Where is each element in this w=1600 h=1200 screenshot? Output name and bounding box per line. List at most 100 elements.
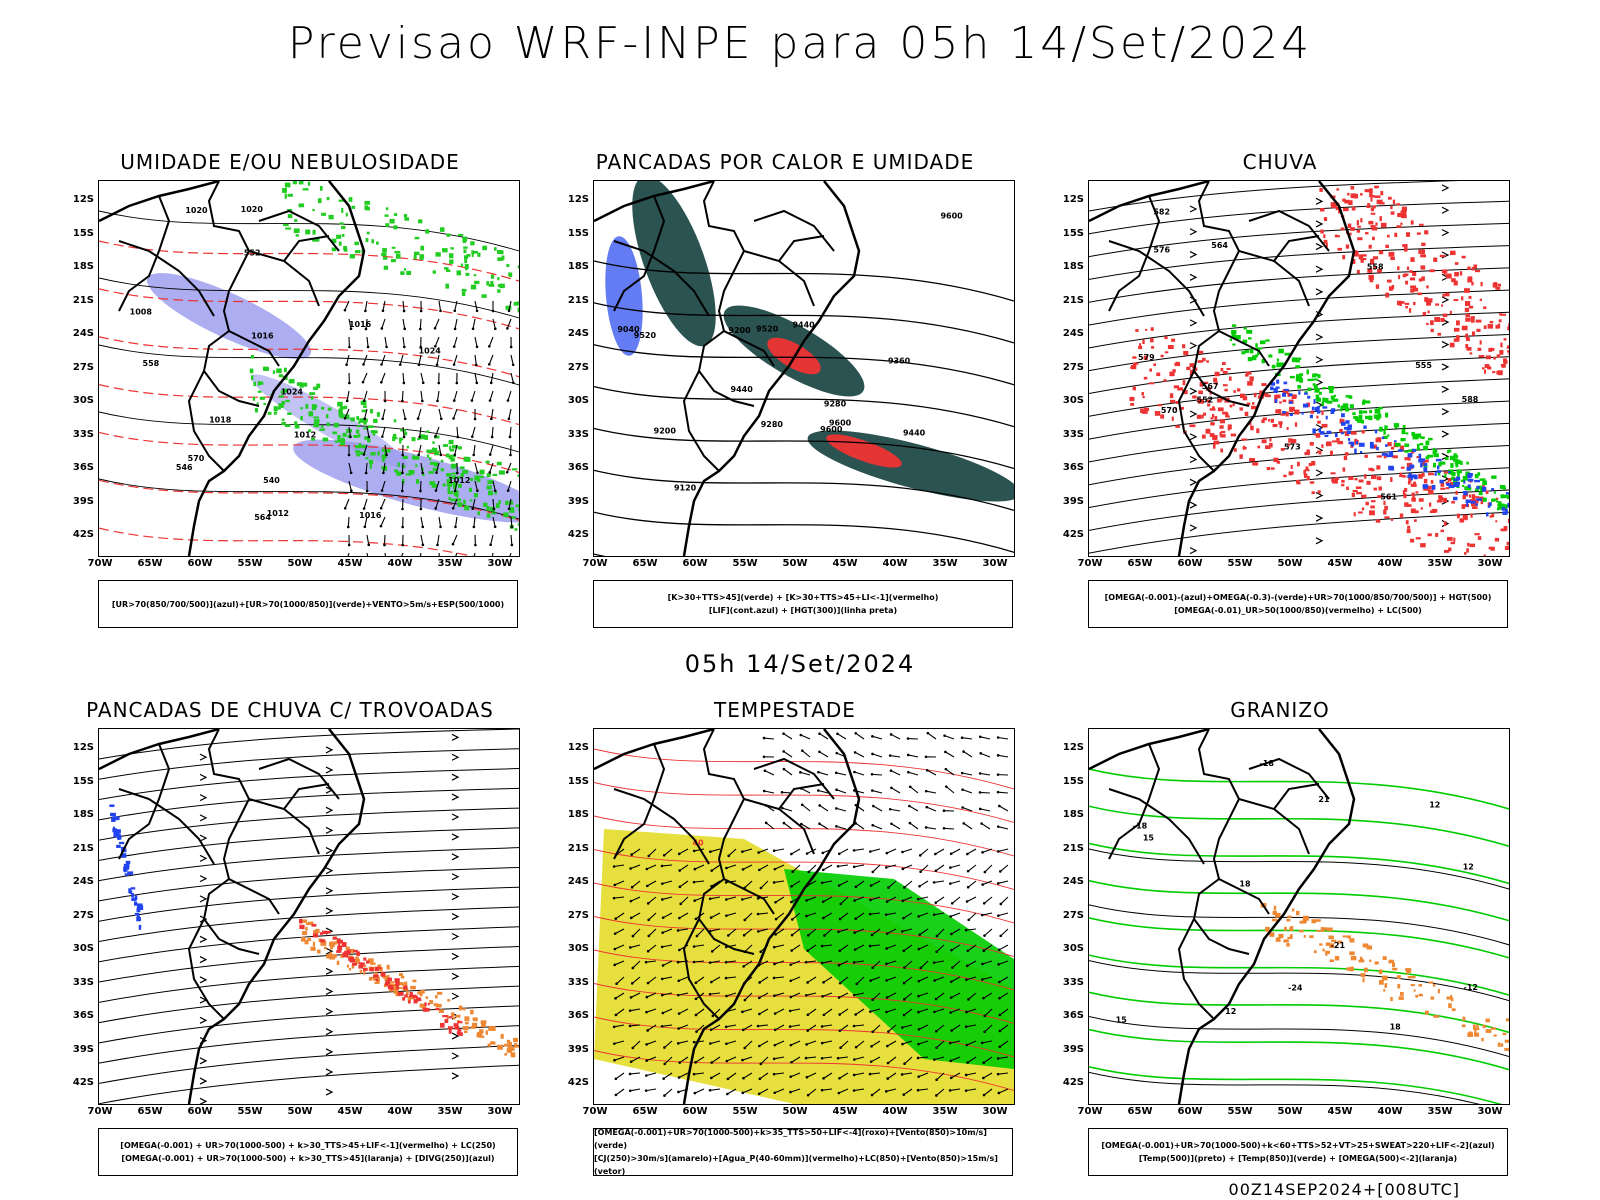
- svg-text:21: 21: [1318, 795, 1330, 804]
- lon-label: 40W: [387, 1106, 413, 1117]
- lat-label: 12S: [72, 194, 94, 205]
- lon-label: 30W: [1477, 558, 1503, 569]
- lon-label: 55W: [237, 1106, 263, 1117]
- map-area: 1008 1012 1012 1016 1016 1020 1020 1024 1016 1012…: [98, 180, 520, 557]
- svg-text:588: 588: [1462, 395, 1479, 404]
- lon-label: 40W: [387, 558, 413, 569]
- lat-label: 30S: [1062, 943, 1084, 954]
- lat-label: 12S: [1062, 194, 1084, 205]
- lon-label: 40W: [882, 558, 908, 569]
- lat-label: 33S: [567, 428, 589, 440]
- lat-label: 21S: [1062, 294, 1084, 306]
- lon-label: 35W: [932, 1106, 958, 1117]
- panel-legend: [OMEGA(-0.001) + UR>70(1000-500) + k>30_…: [98, 1128, 518, 1176]
- lon-label: 55W: [1227, 558, 1253, 569]
- legend-line: [OMEGA(-0.001) + UR>70(1000-500) + k>30_…: [120, 1141, 496, 1150]
- lon-axis: 70W 65W 60W 55W 50W 45W 40W 35W 30W: [1078, 558, 1508, 572]
- lat-label: 33S: [567, 976, 589, 988]
- lat-label: 21S: [567, 842, 589, 854]
- rain-green-area: [1229, 324, 1509, 511]
- map-borders: [99, 181, 366, 556]
- humidity-low-area: [249, 355, 519, 531]
- lon-label: 45W: [337, 1106, 363, 1117]
- lon-label: 30W: [982, 558, 1008, 569]
- svg-text:-18: -18: [1133, 822, 1148, 831]
- lat-label: 27S: [1062, 361, 1084, 373]
- rain-blue-area: [1270, 379, 1509, 517]
- svg-text:-21: -21: [1331, 941, 1346, 950]
- svg-text:579: 579: [1138, 353, 1155, 362]
- svg-text:546: 546: [176, 463, 193, 472]
- svg-text:9440: 9440: [731, 385, 754, 394]
- lon-label: 65W: [632, 1106, 658, 1117]
- panel-legend: [K>30+TTS>45](verde) + [K>30+TTS>45+LI<-…: [593, 580, 1013, 628]
- lon-label: 45W: [832, 558, 858, 569]
- lon-label: 70W: [582, 1106, 608, 1117]
- lat-label: 24S: [1062, 328, 1084, 339]
- svg-text:1024: 1024: [281, 387, 304, 396]
- lat-label: 15S: [567, 775, 589, 787]
- lon-label: 50W: [287, 1106, 313, 1117]
- lat-label: 18S: [72, 261, 94, 272]
- svg-text:555: 555: [1415, 361, 1432, 370]
- svg-text:9200: 9200: [654, 427, 677, 436]
- lat-label: 30S: [72, 943, 94, 954]
- lat-label: 21S: [72, 294, 94, 306]
- lon-label: 65W: [137, 1106, 163, 1117]
- lat-label: 36S: [1062, 462, 1084, 473]
- forecast-footer: 00Z14SEP2024+[008UTC]: [1228, 1180, 1460, 1199]
- lat-label: 15S: [1062, 775, 1084, 787]
- map-borders: [99, 729, 366, 1104]
- svg-text:1016: 1016: [349, 320, 372, 329]
- lat-label: 21S: [1062, 842, 1084, 854]
- contour-labels: 40: [692, 839, 704, 848]
- svg-text:582: 582: [1153, 208, 1170, 217]
- lat-label: 42S: [567, 1077, 589, 1088]
- panel-title: PANCADAS POR CALOR E UMIDADE: [595, 150, 975, 174]
- svg-text:564: 564: [254, 513, 271, 522]
- panel-pancadas-calor: PANCADAS POR CALOR E UMIDADE 12S 15S 18S 21…: [545, 150, 1025, 628]
- contour-labels: 1008 1012 1012 1016 1016 1020 1020 1024 1016 1012…: [130, 205, 471, 522]
- lat-label: 18S: [1062, 261, 1084, 272]
- svg-text:567: 567: [1202, 382, 1219, 391]
- svg-text:9440: 9440: [792, 321, 815, 330]
- svg-text:9600: 9600: [820, 425, 843, 434]
- svg-text:9280: 9280: [761, 420, 784, 429]
- panel-title: PANCADAS DE CHUVA C/ TROVOADAS: [86, 698, 494, 722]
- lat-label: 15S: [1062, 227, 1084, 239]
- lon-label: 45W: [1327, 558, 1353, 569]
- lon-label: 65W: [632, 558, 658, 569]
- lat-label: 24S: [72, 328, 94, 339]
- lon-axis: 70W 65W 60W 55W 50W 45W 40W 35W 30W: [88, 1106, 518, 1120]
- thunder-red-area: [299, 918, 463, 1036]
- lon-label: 65W: [137, 558, 163, 569]
- lon-label: 50W: [1277, 558, 1303, 569]
- map-area: 9600 9520 9600 9600 9440 9520 9360 9280 9200 9440…: [593, 180, 1015, 557]
- lat-label: 18S: [72, 809, 94, 820]
- svg-text:15: 15: [1143, 833, 1155, 842]
- lon-axis: 70W 65W 60W 55W 50W 45W 40W 35W 30W: [583, 558, 1013, 572]
- svg-text:1012: 1012: [448, 476, 470, 485]
- lat-label: 42S: [72, 529, 94, 540]
- lat-label: 36S: [567, 462, 589, 473]
- lat-label: 15S: [567, 227, 589, 239]
- rain-red-area: [1129, 327, 1509, 556]
- lon-label: 60W: [187, 558, 213, 569]
- svg-text:558: 558: [143, 359, 160, 368]
- pressure-contours: [99, 210, 519, 520]
- lon-label: 60W: [682, 1106, 708, 1117]
- svg-text:12: 12: [1463, 863, 1474, 872]
- lon-label: 65W: [1127, 1106, 1153, 1117]
- map-area: 588 582 579 576 573 570 567 564 561 558 555 552: [1088, 180, 1510, 557]
- panel-tempestade: TEMPESTADE 12S 15S 18S 21S 24S 27S 30S 33S 36S 39…: [545, 698, 1025, 1176]
- panel-trovoadas: PANCADAS DE CHUVA C/ TROVOADAS 12S 15S 18S…: [50, 698, 530, 1176]
- lat-label: 27S: [1062, 909, 1084, 921]
- lon-label: 35W: [1427, 1106, 1453, 1117]
- lat-label: 39S: [1062, 495, 1084, 507]
- legend-line: [OMEGA(-0.001)+UR>70(1000-500)+k>35_TTS>…: [594, 1128, 987, 1150]
- svg-text:1008: 1008: [130, 307, 153, 316]
- lat-label: 12S: [567, 194, 589, 205]
- lon-label: 35W: [932, 558, 958, 569]
- lon-label: 30W: [982, 1106, 1008, 1117]
- lat-label: 27S: [567, 361, 589, 373]
